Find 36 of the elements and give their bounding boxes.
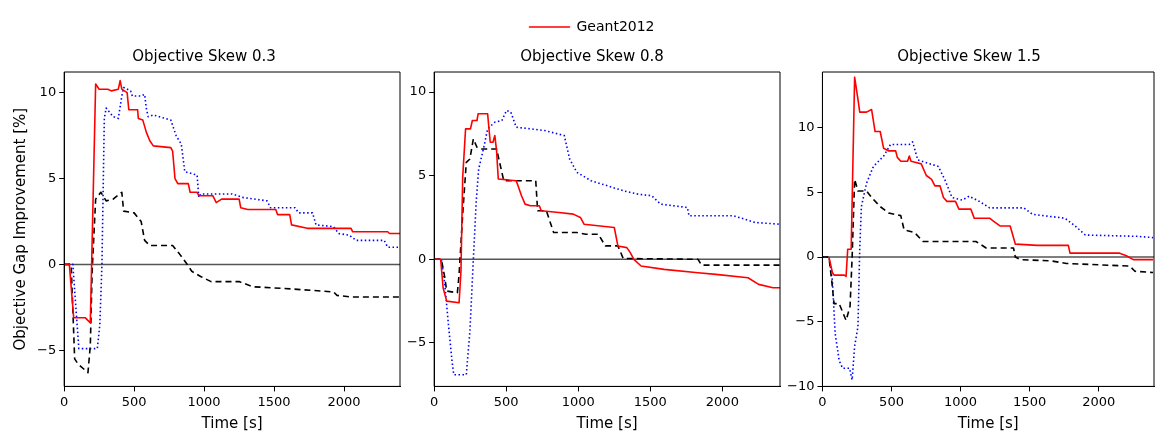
x-tick-label: 1000	[187, 393, 221, 409]
legend-label: Geant2012	[576, 17, 655, 34]
x-tick-label: 2000	[327, 393, 361, 409]
y-tick-label: −5	[36, 341, 57, 357]
x-tick-label: 1000	[944, 393, 978, 409]
y-tick-label: −5	[406, 334, 427, 350]
chart-title: Objective Skew 0.8	[520, 46, 664, 65]
y-axis-title: Objective Gap Improvement [%]	[10, 107, 29, 351]
x-tick-label: 500	[121, 393, 147, 409]
x-axis-title: Time [s]	[956, 413, 1019, 432]
x-tick-label: 1000	[561, 393, 595, 409]
x-tick-label: 2000	[705, 393, 739, 409]
y-tick-label: 0	[47, 255, 57, 271]
y-tick-label: 10	[39, 83, 57, 99]
x-tick-label: 1500	[633, 393, 667, 409]
y-tick-label: −10	[787, 377, 815, 393]
x-axis-title: Time [s]	[575, 413, 638, 432]
chart-title: Objective Skew 0.3	[132, 46, 276, 65]
y-tick-label: 10	[797, 119, 815, 135]
y-tick-label: 0	[806, 248, 815, 264]
x-tick-label: 500	[493, 393, 519, 409]
x-tick-label: 0	[430, 393, 439, 409]
y-tick-label: 0	[417, 250, 427, 266]
x-axis-title: Time [s]	[200, 413, 263, 432]
x-tick-label: 1500	[1013, 393, 1047, 409]
y-tick-label: 5	[47, 169, 57, 185]
y-tick-label: 5	[806, 183, 815, 199]
y-tick-label: −5	[795, 313, 815, 329]
x-tick-label: 2000	[1082, 393, 1116, 409]
chart-title: Objective Skew 1.5	[897, 46, 1041, 65]
y-tick-label: 5	[417, 167, 427, 183]
x-tick-label: 0	[818, 393, 827, 409]
x-tick-label: 0	[60, 393, 69, 409]
x-tick-label: 1500	[257, 393, 291, 409]
y-tick-label: 10	[409, 83, 427, 99]
x-tick-label: 500	[879, 393, 904, 409]
